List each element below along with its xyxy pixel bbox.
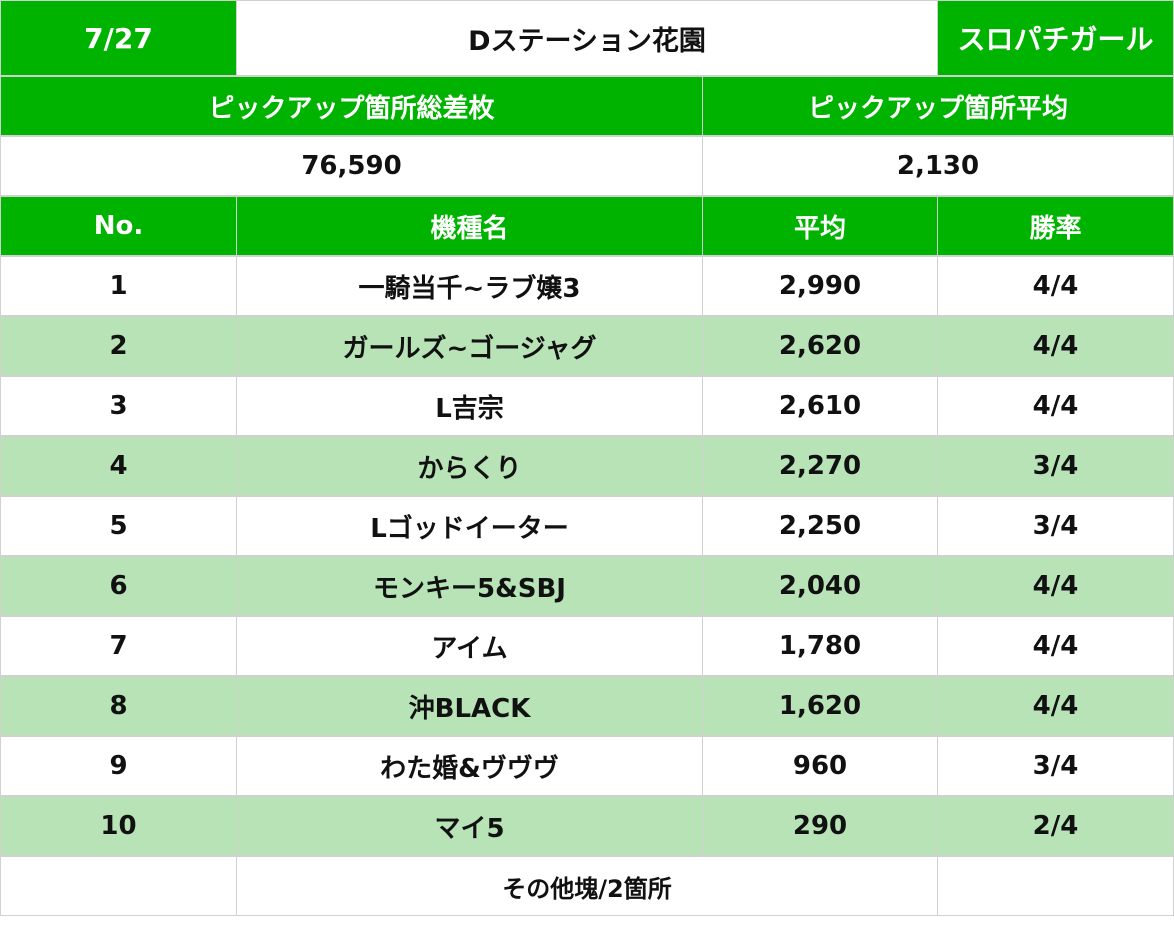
table-row: 6 モンキー5&SBJ 2,040 4/4	[0, 556, 1174, 616]
col-header-average: 平均	[702, 196, 938, 256]
col-header-winrate: 勝率	[937, 196, 1174, 256]
footer-empty-right	[937, 856, 1174, 916]
row-winrate: 4/4	[937, 316, 1174, 376]
store-name-cell: Dステーション花園	[236, 0, 938, 76]
row-average: 2,040	[702, 556, 938, 616]
row-winrate: 4/4	[937, 676, 1174, 736]
row-no: 3	[0, 376, 237, 436]
row-average: 2,620	[702, 316, 938, 376]
row-machine-name: 沖BLACK	[236, 676, 703, 736]
table-row: 2 ガールズ~ゴージャグ 2,620 4/4	[0, 316, 1174, 376]
table-row: 3 L吉宗 2,610 4/4	[0, 376, 1174, 436]
row-winrate: 3/4	[937, 436, 1174, 496]
table-row: 10 マイ5 290 2/4	[0, 796, 1174, 856]
date-cell: 7/27	[0, 0, 237, 76]
table-row: 4 からくり 2,270 3/4	[0, 436, 1174, 496]
row-average: 1,620	[702, 676, 938, 736]
row-no: 8	[0, 676, 237, 736]
row-average: 290	[702, 796, 938, 856]
row-winrate: 4/4	[937, 616, 1174, 676]
footer-row: その他塊/2箇所	[0, 856, 1174, 916]
row-average: 2,990	[702, 256, 938, 316]
column-header-row: No. 機種名 平均 勝率	[0, 196, 1174, 256]
summary-header-row: ピックアップ箇所総差枚 ピックアップ箇所平均	[0, 76, 1174, 136]
total-diff-value: 76,590	[0, 136, 703, 196]
row-machine-name: 一騎当千~ラブ嬢3	[236, 256, 703, 316]
col-header-machine: 機種名	[236, 196, 703, 256]
row-winrate: 4/4	[937, 556, 1174, 616]
row-machine-name: マイ5	[236, 796, 703, 856]
average-value: 2,130	[702, 136, 1174, 196]
row-machine-name: からくり	[236, 436, 703, 496]
footer-empty-left	[0, 856, 237, 916]
row-machine-name: Lゴッドイーター	[236, 496, 703, 556]
col-header-no: No.	[0, 196, 237, 256]
total-diff-label: ピックアップ箇所総差枚	[0, 76, 703, 136]
table-row: 1 一騎当千~ラブ嬢3 2,990 4/4	[0, 256, 1174, 316]
row-average: 1,780	[702, 616, 938, 676]
summary-value-row: 76,590 2,130	[0, 136, 1174, 196]
row-average: 960	[702, 736, 938, 796]
row-no: 6	[0, 556, 237, 616]
row-winrate: 4/4	[937, 256, 1174, 316]
brand-label-cell: スロパチガール	[937, 0, 1174, 76]
row-machine-name: モンキー5&SBJ	[236, 556, 703, 616]
average-label: ピックアップ箇所平均	[702, 76, 1174, 136]
row-no: 2	[0, 316, 237, 376]
row-winrate: 4/4	[937, 376, 1174, 436]
table-row: 9 わた婚&ヴヴヴ 960 3/4	[0, 736, 1174, 796]
row-no: 9	[0, 736, 237, 796]
table-row: 8 沖BLACK 1,620 4/4	[0, 676, 1174, 736]
row-average: 2,270	[702, 436, 938, 496]
row-winrate: 2/4	[937, 796, 1174, 856]
row-average: 2,610	[702, 376, 938, 436]
row-winrate: 3/4	[937, 496, 1174, 556]
row-winrate: 3/4	[937, 736, 1174, 796]
row-machine-name: アイム	[236, 616, 703, 676]
row-no: 4	[0, 436, 237, 496]
footer-other-note: その他塊/2箇所	[236, 856, 938, 916]
row-no: 10	[0, 796, 237, 856]
row-no: 7	[0, 616, 237, 676]
row-no: 1	[0, 256, 237, 316]
row-machine-name: L吉宗	[236, 376, 703, 436]
row-no: 5	[0, 496, 237, 556]
row-machine-name: ガールズ~ゴージャグ	[236, 316, 703, 376]
row-machine-name: わた婚&ヴヴヴ	[236, 736, 703, 796]
row-average: 2,250	[702, 496, 938, 556]
table-row: 5 Lゴッドイーター 2,250 3/4	[0, 496, 1174, 556]
title-row: 7/27 Dステーション花園 スロパチガール	[0, 0, 1174, 76]
table-row: 7 アイム 1,780 4/4	[0, 616, 1174, 676]
